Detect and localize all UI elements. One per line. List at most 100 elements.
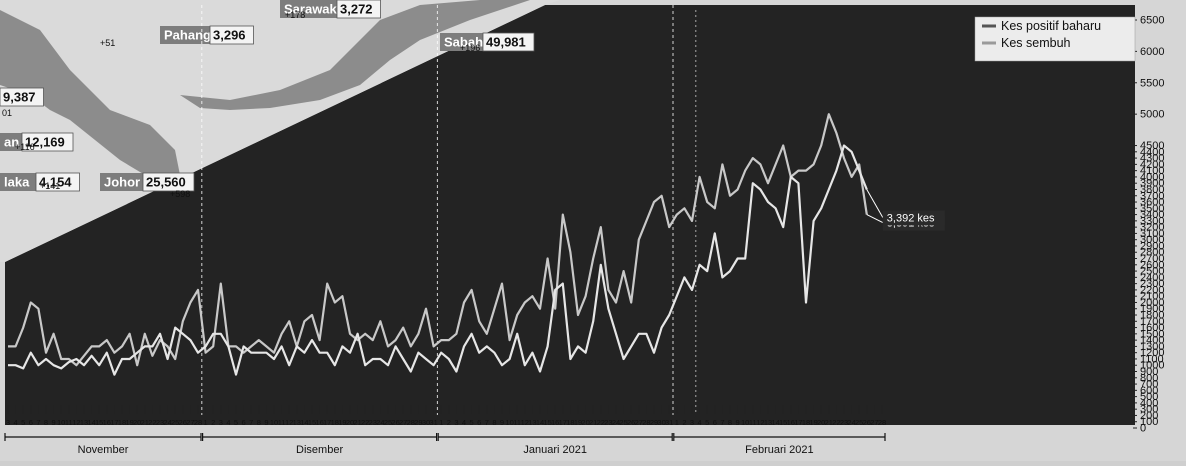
state-name-bg: [100, 173, 143, 191]
y-tick-label: 3500: [1140, 203, 1164, 215]
x-tick-label: 23: [604, 418, 612, 427]
x-tick-label: 31: [665, 418, 673, 427]
x-tick-label: 14: [536, 418, 544, 427]
state-value-bg: [21, 132, 74, 152]
x-tick-label: 8: [257, 418, 261, 427]
y-tick-label: 4200: [1140, 159, 1164, 171]
state-name-bg: [280, 0, 337, 18]
state-value-bg: [0, 87, 44, 107]
x-tick-label: 21: [825, 418, 833, 427]
legend: Kes positif baharu Kes sembuh: [974, 16, 1136, 62]
x-tick-label: 7: [485, 418, 489, 427]
x-tick-label: 26: [179, 418, 187, 427]
x-tick-label: 21: [353, 418, 361, 427]
x-tick-label: 7: [249, 418, 253, 427]
x-tick-label: 20: [346, 418, 354, 427]
y-tick-label: 2900: [1140, 240, 1164, 252]
x-tick-label: 1: [439, 418, 443, 427]
y-tick-label: 700: [1140, 379, 1158, 391]
y-tick-label: 3800: [1140, 184, 1164, 196]
y-tick-label: 300: [1140, 404, 1158, 416]
x-tick-label: 28: [878, 418, 886, 427]
x-tick-label: 23: [840, 418, 848, 427]
x-tick-label: 7: [36, 418, 40, 427]
y-tick-label: 2800: [1140, 247, 1164, 259]
y-tick-label: 600: [1140, 385, 1158, 397]
annotation-box: [882, 210, 945, 226]
x-tick-label: 11: [749, 418, 757, 427]
x-tick-label: 28: [407, 418, 415, 427]
state-name: an: [4, 135, 19, 150]
x-tick-label: 18: [331, 418, 339, 427]
month-label: Januari 2021: [523, 444, 587, 456]
x-tick-label: 6: [242, 418, 246, 427]
y-tick-label: 2700: [1140, 253, 1164, 265]
y-tick-label: 2300: [1140, 278, 1164, 290]
x-tick-label: 12: [285, 418, 293, 427]
y-tick-label: 4300: [1140, 153, 1164, 165]
state-delta: +116: [15, 142, 35, 152]
x-tick-label: 27: [635, 418, 643, 427]
state-value-bg: [482, 32, 535, 52]
x-tick-label: 24: [163, 418, 171, 427]
x-tick-label: 7: [720, 418, 724, 427]
y-tick-label: 5000: [1140, 109, 1164, 121]
x-tick-label: 20: [581, 418, 589, 427]
y-tick-label: 500: [1140, 391, 1158, 403]
x-tick-label: 17: [794, 418, 802, 427]
y-tick-label: 1200: [1140, 347, 1164, 359]
x-tick-label: 14: [771, 418, 779, 427]
state-name-bg: [0, 133, 22, 151]
x-tick-label: 5: [470, 418, 474, 427]
x-tick-label: 11: [513, 418, 521, 427]
x-tick-label: 9: [736, 418, 740, 427]
annotation-leader: [866, 189, 884, 218]
state-badge: Pahang 3,296 +51: [100, 25, 254, 48]
x-tick-label: 3: [6, 418, 10, 427]
y-tick-label: 200: [1140, 410, 1158, 422]
state-name: Johor: [104, 175, 140, 190]
x-tick-label: 13: [528, 418, 536, 427]
y-tick-label: 4500: [1140, 140, 1164, 152]
x-tick-label: 25: [855, 418, 863, 427]
x-tick-label: 15: [308, 418, 316, 427]
x-tick-label: 25: [619, 418, 627, 427]
state-delta: +196: [460, 43, 480, 53]
y-tick-label: 5500: [1140, 77, 1164, 89]
y-tick-label: 2500: [1140, 266, 1164, 278]
state-value: 49,981: [486, 35, 526, 50]
y-tick-label: 3600: [1140, 197, 1164, 209]
x-tick-label: 4: [462, 418, 466, 427]
x-tick-label: 30: [657, 418, 665, 427]
x-tick-label: 24: [376, 418, 384, 427]
x-tick-label: 31: [429, 418, 437, 427]
x-tick-label: 21: [589, 418, 597, 427]
x-tick-label: 27: [399, 418, 407, 427]
state-name: laka: [4, 175, 30, 190]
x-tick-label: 19: [574, 418, 582, 427]
x-tick-label: 4: [226, 418, 230, 427]
x-tick-label: 5: [21, 418, 25, 427]
month-label: Februari 2021: [745, 444, 814, 456]
y-tick-label: 1700: [1140, 316, 1164, 328]
x-tick-label: 20: [817, 418, 825, 427]
y-tick-label: 1500: [1140, 328, 1164, 340]
x-tick-label: 10: [505, 418, 513, 427]
x-tick-label: 10: [741, 418, 749, 427]
y-tick-label: 1600: [1140, 322, 1164, 334]
y-tick-label: 3000: [1140, 234, 1164, 246]
x-tick-label: 1: [675, 418, 679, 427]
y-tick-label: 1400: [1140, 335, 1164, 347]
y-tick-label: 6000: [1140, 46, 1164, 58]
x-tick-label: 8: [44, 418, 48, 427]
x-tick-label: 25: [384, 418, 392, 427]
y-tick-label: 2100: [1140, 291, 1164, 303]
x-tick-label: 14: [300, 418, 308, 427]
x-tick-label: 3: [690, 418, 694, 427]
state-badge: Sabah 49,981 +196: [440, 32, 535, 53]
y-tick-label: 1100: [1140, 353, 1164, 365]
x-tick-label: 26: [863, 418, 871, 427]
y-tick-label: 3100: [1140, 228, 1164, 240]
x-tick-label: 19: [809, 418, 817, 427]
